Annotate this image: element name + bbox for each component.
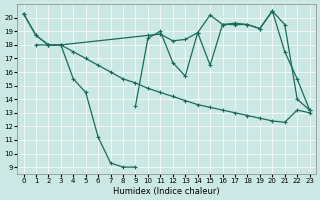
X-axis label: Humidex (Indice chaleur): Humidex (Indice chaleur) xyxy=(113,187,220,196)
